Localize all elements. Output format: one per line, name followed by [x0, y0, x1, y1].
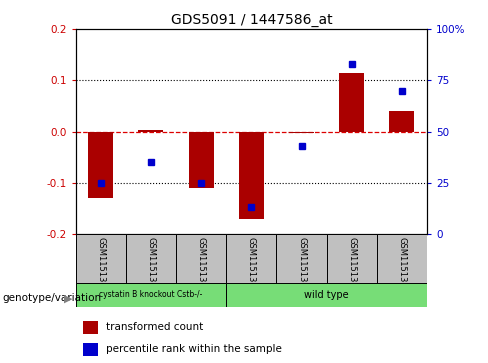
Bar [126, 234, 176, 285]
Bar [82, 321, 99, 334]
Text: transformed count: transformed count [105, 322, 203, 332]
Bar [239, 131, 264, 219]
Text: GSM1151369: GSM1151369 [297, 237, 306, 293]
Bar [326, 234, 377, 285]
Text: cystatin B knockout Cstb-/-: cystatin B knockout Cstb-/- [99, 290, 203, 299]
Text: GSM1151370: GSM1151370 [347, 237, 356, 293]
Text: GSM1151371: GSM1151371 [397, 237, 407, 293]
Bar [76, 234, 126, 285]
Bar [226, 283, 427, 307]
Bar [339, 73, 364, 131]
Bar [82, 343, 99, 356]
Bar [289, 131, 314, 133]
Text: GSM1151367: GSM1151367 [197, 237, 205, 293]
Text: GSM1151365: GSM1151365 [96, 237, 105, 293]
Text: genotype/variation: genotype/variation [2, 293, 102, 303]
Text: ▶: ▶ [64, 293, 72, 303]
Bar [176, 234, 226, 285]
Title: GDS5091 / 1447586_at: GDS5091 / 1447586_at [170, 13, 332, 26]
Bar [377, 234, 427, 285]
Bar [88, 131, 113, 198]
Text: GSM1151368: GSM1151368 [247, 237, 256, 293]
Bar [226, 234, 276, 285]
Text: GSM1151366: GSM1151366 [146, 237, 156, 293]
Text: percentile rank within the sample: percentile rank within the sample [105, 344, 282, 354]
Bar [188, 131, 214, 188]
Bar [389, 111, 414, 131]
Bar [139, 130, 163, 131]
Text: wild type: wild type [305, 290, 349, 300]
Bar [76, 283, 226, 307]
Bar [276, 234, 326, 285]
